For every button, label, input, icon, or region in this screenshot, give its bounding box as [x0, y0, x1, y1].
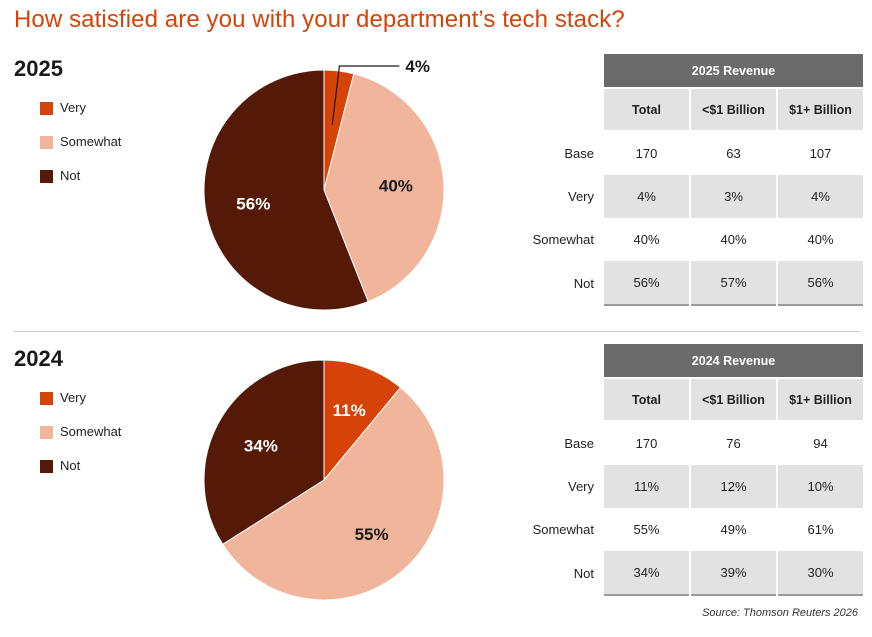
pie-slice-not [203, 69, 369, 311]
table-cell: 39% [691, 551, 776, 596]
table-cell: 49% [720, 522, 747, 537]
legend-swatch-not [40, 170, 53, 183]
table-cell: 40% [633, 232, 660, 247]
column-header: Total [604, 379, 689, 422]
revenue-table-2025: 2025 Revenue Total <$1 Billion $1+ Billi… [516, 54, 865, 306]
legend-swatch-not [40, 460, 53, 473]
table-cell: 56% [604, 261, 689, 306]
legend-swatch-very [40, 392, 53, 405]
table-row: Somewhat 55% 49% 61% [518, 508, 863, 551]
pie-chart-2024: 11% 55% 34% [203, 359, 445, 601]
pie-callout-line [331, 65, 400, 125]
table-cell: 40% [720, 232, 747, 247]
table-cell: 61% [807, 522, 834, 537]
row-label: Very [567, 189, 594, 204]
table-header: 2024 Revenue [604, 344, 863, 379]
pie-slice-not [203, 359, 325, 545]
table-cell: 40% [807, 232, 834, 247]
table-cell: 56% [778, 261, 863, 306]
table-row: Base 170 76 94 [518, 422, 863, 465]
row-label: Very [567, 479, 594, 494]
table-row: Not 56% 57% 56% [518, 261, 863, 306]
table-row: Very 4% 3% 4% [518, 175, 863, 218]
legend-label: Not [60, 168, 81, 183]
legend-swatch-somewhat [40, 136, 53, 149]
legend-swatch-somewhat [40, 426, 53, 439]
section-2025: 2025 Very Somewhat Not 4% 40% 56% 2025 Rev… [0, 50, 872, 340]
section-divider [14, 331, 860, 332]
pie-slice-somewhat [323, 73, 445, 303]
table-cell: 4% [778, 175, 863, 218]
year-label: 2025 [14, 56, 63, 81]
pie-slice-somewhat [221, 386, 445, 601]
pie-label-somewhat: 40% [379, 177, 413, 196]
table-cell: 3% [691, 175, 776, 218]
pie-label-somewhat: 55% [355, 525, 389, 544]
chart-title: How satisfied are you with your departme… [14, 6, 625, 33]
column-header: <$1 Billion [691, 89, 776, 132]
source-note: Source: Thomson Reuters 2026 [702, 607, 858, 619]
table-cell: 76 [726, 436, 741, 451]
column-header: <$1 Billion [691, 379, 776, 422]
pie-label-very: 11% [333, 401, 366, 420]
column-header: Total [604, 89, 689, 132]
table-row: Somewhat 40% 40% 40% [518, 218, 863, 261]
table-header: 2025 Revenue [604, 54, 863, 89]
table-cell: 55% [633, 522, 660, 537]
legend-label: Somewhat [60, 424, 122, 439]
table-cell: 170 [635, 146, 658, 161]
table-cell: 170 [635, 436, 658, 451]
table-cell: 57% [691, 261, 776, 306]
section-2024: 2024 Very Somewhat Not 11% 55% 34% 2024 Re… [0, 340, 872, 630]
legend-label: Very [60, 390, 87, 405]
legend-swatch-very [40, 102, 53, 115]
pie-label-very: 4% [405, 57, 430, 76]
row-label: Somewhat [532, 232, 594, 247]
legend-label: Somewhat [60, 134, 122, 149]
table-cell: 4% [604, 175, 689, 218]
legend-label: Very [60, 100, 87, 115]
row-label: Base [564, 436, 594, 451]
table-cell: 107 [809, 146, 832, 161]
table-cell: 63 [726, 146, 741, 161]
table-cell: 11% [604, 465, 689, 508]
row-label: Not [573, 566, 594, 581]
column-header: $1+ Billion [778, 89, 863, 132]
table-cell: 94 [813, 436, 828, 451]
legend-label: Not [60, 458, 81, 473]
year-label: 2024 [14, 346, 63, 371]
table-cell: 34% [604, 551, 689, 596]
row-label: Base [564, 146, 594, 161]
row-label: Somewhat [532, 522, 594, 537]
pie-chart-2025: 4% 40% 56% [203, 57, 445, 311]
pie-label-not: 34% [244, 436, 278, 455]
row-label: Not [573, 276, 594, 291]
revenue-table-2024: 2024 Revenue Total <$1 Billion $1+ Billi… [516, 344, 865, 596]
table-row: Not 34% 39% 30% [518, 551, 863, 596]
table-cell: 10% [778, 465, 863, 508]
column-header: $1+ Billion [778, 379, 863, 422]
table-cell: 30% [778, 551, 863, 596]
pie-slice-very [323, 359, 402, 482]
table-cell: 12% [691, 465, 776, 508]
pie-label-not: 56% [236, 195, 270, 214]
table-row: Base 170 63 107 [518, 132, 863, 175]
table-row: Very 11% 12% 10% [518, 465, 863, 508]
